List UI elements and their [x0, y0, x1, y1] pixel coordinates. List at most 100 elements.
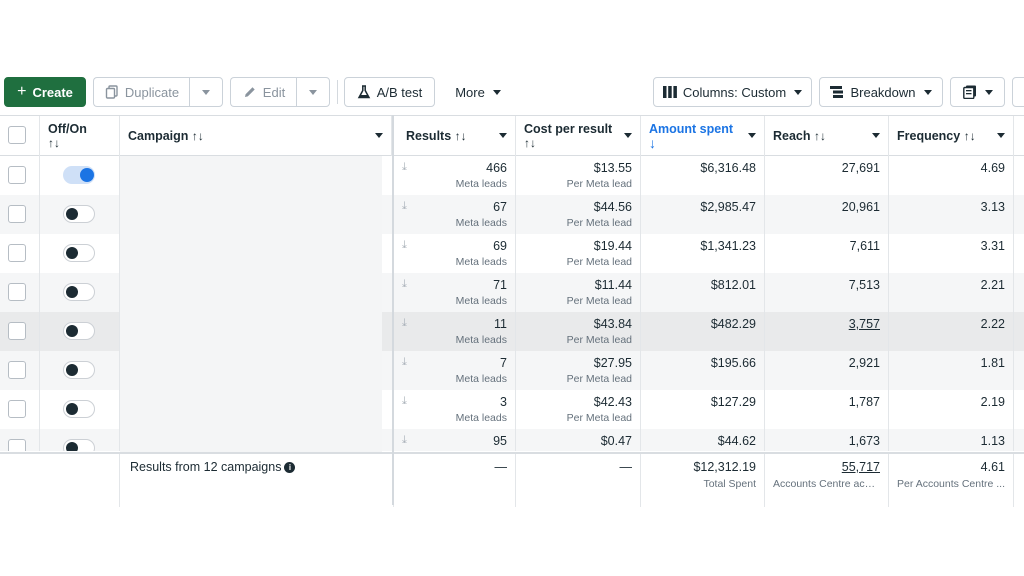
download-icon[interactable]: ⤓: [402, 395, 407, 407]
toggle-knob: [66, 442, 78, 451]
freq-value: 1.81: [980, 356, 1005, 370]
reach-value: 1,787: [848, 395, 880, 409]
results-value: 11: [494, 317, 507, 331]
ab-test-button[interactable]: A/B test: [344, 77, 435, 107]
amount-spent-cell: $1,341.23: [641, 234, 765, 273]
delivery-toggle[interactable]: [63, 244, 95, 262]
row-checkbox[interactable]: [8, 361, 26, 379]
freq-value: 3.31: [980, 239, 1005, 253]
toggle-knob: [66, 286, 78, 298]
delivery-toggle[interactable]: [63, 166, 95, 184]
sort-descending-icon: ↓: [649, 135, 656, 151]
info-icon[interactable]: i: [284, 462, 296, 473]
more-button[interactable]: More: [446, 77, 510, 107]
cost-per-result-cell: $11.44 Per Meta lead: [516, 273, 641, 312]
chevron-down-icon: [923, 89, 932, 95]
table-row[interactable]: ⤓ 3 Meta leads $42.43 Per Meta lead $127.29 1,…: [0, 390, 1024, 429]
cpr-caption: Per Meta lead: [566, 334, 632, 346]
footer-reach-caption: Accounts Centre acco...: [773, 478, 880, 490]
download-icon[interactable]: ⤓: [402, 278, 407, 290]
table-footer: Results from 12 campaigns i — — $12,312.1…: [0, 452, 1024, 507]
download-icon[interactable]: ⤓: [402, 239, 407, 251]
download-icon[interactable]: ⤓: [402, 356, 407, 368]
reach-value[interactable]: 3,757: [848, 317, 880, 331]
row-checkbox[interactable]: [8, 205, 26, 223]
delivery-toggle[interactable]: [63, 283, 95, 301]
cost-per-result-cell: $19.44 Per Meta lead: [516, 234, 641, 273]
toggle-cell: [40, 390, 120, 429]
row-checkbox[interactable]: [8, 400, 26, 418]
edit-dropdown[interactable]: [296, 77, 330, 107]
results-cell: ⤓ 69 Meta leads: [394, 234, 516, 273]
header-cost-per-result[interactable]: Cost per result ↑↓: [516, 116, 641, 156]
header-results[interactable]: Results ↑↓: [394, 116, 516, 156]
delivery-toggle[interactable]: [63, 361, 95, 379]
toggle-knob: [66, 403, 78, 415]
reach-cell: 1,673: [765, 429, 889, 451]
download-icon[interactable]: ⤓: [402, 317, 407, 329]
duplicate-button[interactable]: Duplicate: [93, 77, 190, 107]
download-icon[interactable]: ⤓: [402, 161, 407, 173]
toggle-cell: [40, 195, 120, 234]
delivery-toggle[interactable]: [63, 322, 95, 340]
footer-results-value: —: [494, 460, 508, 474]
breakdown-label: Breakdown: [850, 84, 916, 100]
footer-reach-value[interactable]: 55,717: [841, 460, 880, 474]
table-row[interactable]: ⤓ 69 Meta leads $19.44 Per Meta lead $1,341.2…: [0, 234, 1024, 273]
download-icon[interactable]: ⤓: [402, 434, 407, 446]
results-cell: ⤓ 67 Meta leads: [394, 195, 516, 234]
header-off-on[interactable]: Off/On ↑↓: [40, 116, 120, 156]
results-value: 95: [493, 434, 507, 448]
select-all-checkbox[interactable]: [8, 126, 26, 144]
chevron-down-icon: [492, 89, 501, 95]
row-checkbox[interactable]: [8, 322, 26, 340]
frequency-cell: 3.13: [889, 195, 1014, 234]
header-frequency[interactable]: Frequency ↑↓: [889, 116, 1014, 156]
table-row[interactable]: ⤓ 466 Meta leads $13.55 Per Meta lead $6,316.…: [0, 156, 1024, 195]
sort-icon: ↑↓: [524, 136, 536, 150]
footer-spent-value: $12,312.19: [693, 460, 756, 474]
header-reach[interactable]: Reach ↑↓: [765, 116, 889, 156]
results-cell: ⤓ 466 Meta leads: [394, 156, 516, 195]
delivery-toggle[interactable]: [63, 439, 95, 451]
flask-icon: [357, 85, 371, 99]
row-checkbox[interactable]: [8, 283, 26, 301]
delivery-toggle[interactable]: [63, 400, 95, 418]
row-checkbox[interactable]: [8, 166, 26, 184]
columns-button[interactable]: Columns: Custom: [653, 77, 812, 107]
frequency-cell: 2.19: [889, 390, 1014, 429]
cpr-caption: Per Meta lead: [566, 178, 632, 190]
breakdown-button[interactable]: Breakdown: [819, 77, 943, 107]
header-campaign[interactable]: Campaign ↑↓: [120, 116, 392, 156]
edit-label: Edit: [262, 84, 286, 100]
columns-icon: [662, 86, 677, 98]
delivery-toggle[interactable]: [63, 205, 95, 223]
header-amount-spent[interactable]: Amount spent ↓: [641, 116, 765, 156]
cpr-caption: Per Meta lead: [566, 256, 632, 268]
row-checkbox[interactable]: [8, 244, 26, 262]
cost-per-result-cell: $13.55 Per Meta lead: [516, 156, 641, 195]
breakdown-icon: [830, 86, 844, 98]
duplicate-dropdown[interactable]: [189, 77, 223, 107]
amount-spent-cell: $812.01: [641, 273, 765, 312]
row-checkbox[interactable]: [8, 439, 26, 451]
cpr-value: $13.55: [593, 161, 632, 175]
campaign-label: Campaign: [128, 129, 189, 143]
download-icon[interactable]: ⤓: [402, 200, 407, 212]
results-value: 69: [493, 239, 507, 253]
select-cell: [0, 351, 40, 390]
results-value: 3: [500, 395, 507, 409]
cost-per-result-cell: $0.47: [516, 429, 641, 451]
create-button[interactable]: + Create: [4, 77, 86, 107]
edit-button[interactable]: Edit: [230, 77, 297, 107]
reports-button[interactable]: [950, 77, 1005, 107]
overflow-button[interactable]: [1012, 77, 1024, 107]
reach-value: 7,611: [849, 239, 880, 253]
results-cell: ⤓ 3 Meta leads: [394, 390, 516, 429]
cost-per-result-cell: $42.43 Per Meta lead: [516, 390, 641, 429]
chevron-down-icon: [748, 133, 756, 138]
reach-cell: 27,691: [765, 156, 889, 195]
duplicate-label: Duplicate: [124, 84, 180, 100]
results-caption: Meta leads: [455, 256, 507, 268]
create-label: Create: [32, 84, 73, 100]
